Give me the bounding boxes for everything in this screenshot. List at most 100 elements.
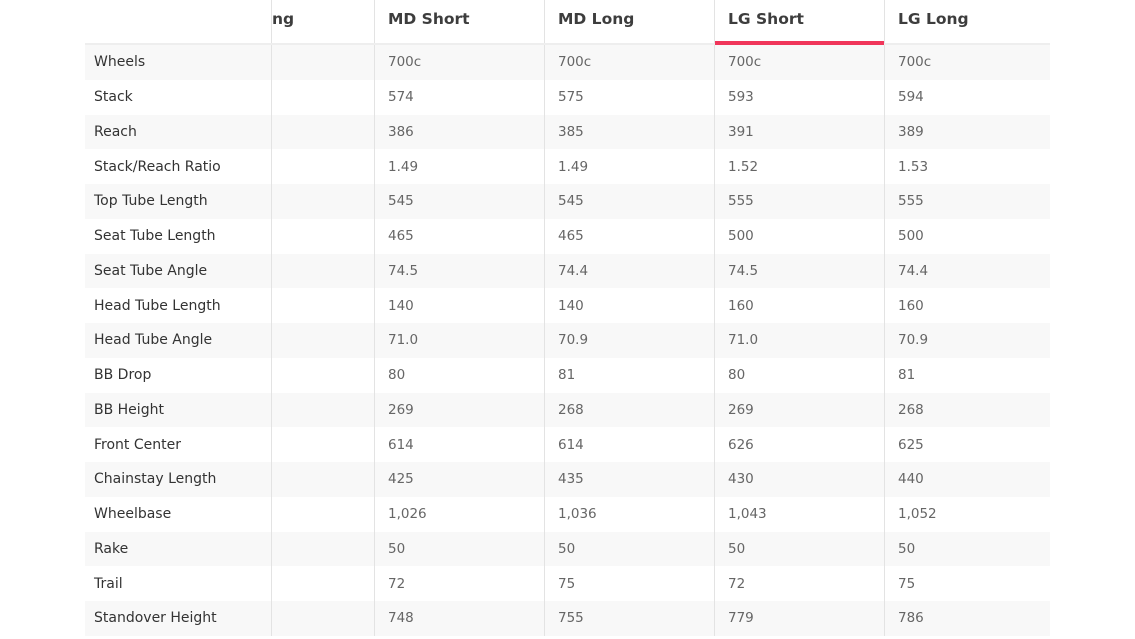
- cell-lg-long: 81: [884, 357, 1050, 393]
- table-row: Seat Tube Length 465 465 500 500: [85, 218, 1050, 254]
- cell-lg-long: 555: [884, 184, 1050, 219]
- row-label: Chainstay Length: [94, 471, 217, 488]
- cell-lg-long: 625: [884, 427, 1050, 462]
- row-label: Seat Tube Angle: [94, 262, 208, 279]
- clipped-cell: [271, 392, 374, 428]
- clipped-cell: [271, 79, 374, 115]
- table-row: Rake 50 50 50 50: [85, 531, 1050, 567]
- clipped-cell: [271, 114, 374, 150]
- cell-lg-short: 555: [714, 184, 884, 219]
- cell-md-short: 614: [374, 427, 544, 462]
- header-lg-short[interactable]: LG Short: [714, 0, 884, 45]
- cell-md-short: 425: [374, 462, 544, 497]
- clipped-cell: [271, 496, 374, 532]
- clipped-cell: [271, 601, 374, 636]
- cell-md-short: 50: [374, 531, 544, 567]
- cell-lg-long: 786: [884, 601, 1050, 636]
- cell-lg-long: 389: [884, 114, 1050, 150]
- header-clipped-col[interactable]: ng: [271, 0, 374, 43]
- cell-md-short: 574: [374, 79, 544, 115]
- cell-md-short: 1,026: [374, 496, 544, 532]
- row-label: Stack/Reach Ratio: [94, 158, 221, 175]
- cell-lg-short: 80: [714, 357, 884, 393]
- cell-lg-short: 50: [714, 531, 884, 567]
- cell-lg-long: 268: [884, 392, 1050, 428]
- cell-md-long: 74.4: [544, 253, 714, 289]
- cell-md-long: 545: [544, 184, 714, 219]
- row-label: Wheelbase: [94, 506, 172, 523]
- cell-md-short: 700c: [374, 45, 544, 80]
- clipped-cell: [271, 184, 374, 219]
- cell-lg-long: 70.9: [884, 323, 1050, 358]
- cell-md-short: 269: [374, 392, 544, 428]
- row-label: Front Center: [94, 436, 181, 453]
- table-row: Chainstay Length 425 435 430 440: [85, 462, 1050, 497]
- cell-lg-long: 160: [884, 288, 1050, 323]
- row-label: Stack: [94, 89, 133, 106]
- cell-md-long: 465: [544, 218, 714, 254]
- cell-md-short: 72: [374, 566, 544, 601]
- cell-md-long: 268: [544, 392, 714, 428]
- table-row: Standover Height 748 755 779 786: [85, 601, 1050, 636]
- table-row: Front Center 614 614 626 625: [85, 427, 1050, 462]
- row-label: Head Tube Angle: [94, 332, 213, 349]
- cell-md-short: 465: [374, 218, 544, 254]
- clipped-cell: [271, 218, 374, 254]
- header-lg-long[interactable]: LG Long: [884, 0, 1050, 43]
- cell-lg-short: 1,043: [714, 496, 884, 532]
- clipped-cell: [271, 427, 374, 462]
- clipped-cell: [271, 253, 374, 289]
- cell-md-short: 1.49: [374, 149, 544, 184]
- geometry-table: ng MD Short MD Long LG Short LG Long Whe…: [85, 0, 1050, 636]
- cell-lg-long: 1,052: [884, 496, 1050, 532]
- cell-lg-short: 71.0: [714, 323, 884, 358]
- cell-lg-short: 500: [714, 218, 884, 254]
- table-row: BB Drop 80 81 80 81: [85, 357, 1050, 393]
- cell-md-long: 1,036: [544, 496, 714, 532]
- cell-lg-short: 72: [714, 566, 884, 601]
- table-row: Wheels 700c 700c 700c 700c: [85, 45, 1050, 80]
- header-md-long[interactable]: MD Long: [544, 0, 714, 43]
- cell-lg-long: 1.53: [884, 149, 1050, 184]
- cell-md-short: 545: [374, 184, 544, 219]
- clipped-cell: [271, 45, 374, 80]
- table-row: BB Height 269 268 269 268: [85, 392, 1050, 428]
- row-label: Head Tube Length: [94, 297, 221, 314]
- cell-md-short: 71.0: [374, 323, 544, 358]
- cell-lg-long: 500: [884, 218, 1050, 254]
- cell-md-long: 700c: [544, 45, 714, 80]
- cell-lg-short: 593: [714, 79, 884, 115]
- cell-md-long: 435: [544, 462, 714, 497]
- cell-md-long: 70.9: [544, 323, 714, 358]
- row-label: Trail: [94, 575, 123, 592]
- cell-md-long: 614: [544, 427, 714, 462]
- cell-lg-short: 269: [714, 392, 884, 428]
- cell-md-long: 575: [544, 79, 714, 115]
- row-label: Wheels: [94, 54, 146, 71]
- cell-lg-short: 74.5: [714, 253, 884, 289]
- row-label: Top Tube Length: [94, 193, 208, 210]
- cell-lg-short: 430: [714, 462, 884, 497]
- table-row: Top Tube Length 545 545 555 555: [85, 184, 1050, 219]
- cell-md-short: 386: [374, 114, 544, 150]
- table-row: Head Tube Length 140 140 160 160: [85, 288, 1050, 323]
- cell-lg-long: 75: [884, 566, 1050, 601]
- row-label: Seat Tube Length: [94, 228, 216, 245]
- cell-md-long: 385: [544, 114, 714, 150]
- cell-md-long: 50: [544, 531, 714, 567]
- clipped-cell: [271, 462, 374, 497]
- header-md-short[interactable]: MD Short: [374, 0, 544, 43]
- cell-lg-long: 50: [884, 531, 1050, 567]
- row-label: BB Drop: [94, 367, 152, 384]
- clipped-cell: [271, 566, 374, 601]
- row-label: BB Height: [94, 401, 164, 418]
- clipped-cell: [271, 149, 374, 184]
- clipped-cell: [271, 531, 374, 567]
- cell-md-long: 140: [544, 288, 714, 323]
- cell-md-short: 140: [374, 288, 544, 323]
- row-label: Rake: [94, 540, 129, 557]
- table-row: Seat Tube Angle 74.5 74.4 74.5 74.4: [85, 253, 1050, 289]
- cell-lg-long: 700c: [884, 45, 1050, 80]
- cell-md-long: 755: [544, 601, 714, 636]
- clipped-cell: [271, 357, 374, 393]
